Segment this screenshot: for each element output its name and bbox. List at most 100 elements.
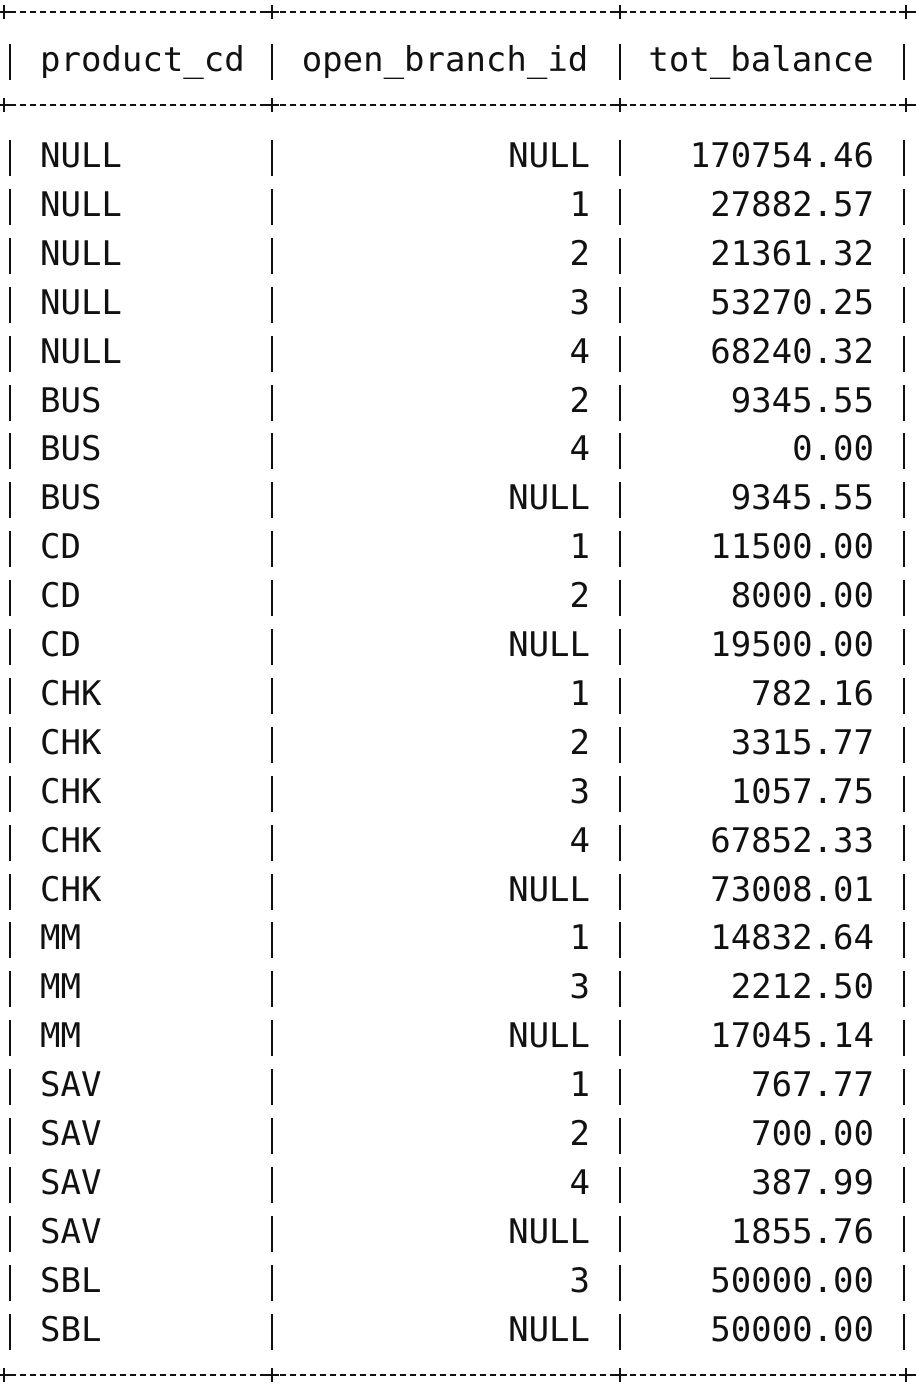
cell-open-branch-id: 2 — [569, 723, 590, 763]
table-row: CHK 3 1057.75 — [0, 768, 916, 817]
table-row: SAV 2 700.00 — [0, 1110, 916, 1159]
column-divider — [619, 1020, 621, 1056]
column-divider — [903, 140, 905, 176]
column-divider — [903, 1265, 905, 1301]
cell-open-branch-id: 4 — [569, 429, 590, 469]
cell-open-branch-id: 3 — [569, 967, 590, 1007]
column-divider — [903, 482, 905, 518]
cell-tot-balance: 387.99 — [751, 1163, 874, 1203]
cell-tot-balance: 0.00 — [792, 429, 874, 469]
cell-open-branch-id: 1 — [569, 185, 590, 225]
cell-open-branch-id: NULL — [508, 136, 590, 176]
cell-product-cd: CHK — [40, 772, 102, 812]
cell-product-cd: NULL — [40, 136, 122, 176]
cell-product-cd: NULL — [40, 185, 122, 225]
border-corner — [899, 5, 913, 19]
cell-open-branch-id: 1 — [569, 918, 590, 958]
cell-product-cd: BUS — [40, 381, 102, 421]
column-divider — [903, 727, 905, 763]
column-divider — [9, 580, 11, 616]
column-divider — [903, 336, 905, 372]
column-divider — [619, 433, 621, 469]
column-divider — [903, 1118, 905, 1154]
column-divider — [619, 727, 621, 763]
cell-tot-balance: 11500.00 — [710, 527, 874, 567]
cell-product-cd: NULL — [40, 234, 122, 274]
column-divider — [619, 580, 621, 616]
column-divider — [9, 727, 11, 763]
cell-tot-balance: 14832.64 — [710, 918, 874, 958]
column-divider — [619, 678, 621, 714]
cell-open-branch-id: 3 — [569, 283, 590, 323]
column-divider — [619, 629, 621, 665]
column-divider — [619, 1167, 621, 1203]
column-divider — [9, 1265, 11, 1301]
cell-product-cd: SBL — [40, 1261, 102, 1301]
column-divider — [619, 971, 621, 1007]
column-divider — [9, 678, 11, 714]
cell-open-branch-id: NULL — [508, 478, 590, 518]
column-divider — [9, 433, 11, 469]
column-divider — [271, 580, 273, 616]
table-border-top — [0, 11, 916, 13]
column-divider — [619, 1216, 621, 1252]
column-divider — [619, 1069, 621, 1105]
column-divider — [903, 189, 905, 225]
table-row: NULL 1 27882.57 — [0, 181, 916, 230]
cell-product-cd: MM — [40, 918, 81, 958]
column-divider — [9, 1314, 11, 1350]
column-divider — [9, 482, 11, 518]
cell-open-branch-id: NULL — [508, 1016, 590, 1056]
column-divider — [271, 385, 273, 421]
column-divider — [903, 971, 905, 1007]
table-row: SAV 1 767.77 — [0, 1061, 916, 1110]
column-divider — [903, 1167, 905, 1203]
column-divider — [271, 922, 273, 958]
table-row: CHK 1 782.16 — [0, 670, 916, 719]
table-row: CHK 4 67852.33 — [0, 817, 916, 866]
header-separator — [0, 104, 916, 106]
column-divider — [9, 971, 11, 1007]
table-row: MM 1 14832.64 — [0, 914, 916, 963]
column-divider — [9, 825, 11, 861]
cell-product-cd: SBL — [40, 1310, 102, 1350]
cell-tot-balance: 17045.14 — [710, 1016, 874, 1056]
cell-tot-balance: 9345.55 — [730, 381, 874, 421]
table-row: CHK NULL 73008.01 — [0, 866, 916, 915]
column-divider — [903, 1069, 905, 1105]
table-row: BUS NULL 9345.55 — [0, 474, 916, 523]
column-divider — [9, 1020, 11, 1056]
column-divider — [903, 1020, 905, 1056]
column-divider — [271, 1069, 273, 1105]
column-divider — [619, 1314, 621, 1350]
column-divider — [9, 1216, 11, 1252]
table-border-bottom — [0, 1374, 916, 1376]
column-divider — [903, 433, 905, 469]
column-divider — [271, 825, 273, 861]
column-divider — [619, 531, 621, 567]
column-divider — [271, 531, 273, 567]
cell-open-branch-id: NULL — [508, 625, 590, 665]
table-row: CD 1 11500.00 — [0, 523, 916, 572]
cell-product-cd: CHK — [40, 821, 102, 861]
cell-tot-balance: 767.77 — [751, 1065, 874, 1105]
cell-product-cd: CD — [40, 625, 81, 665]
cell-tot-balance: 19500.00 — [710, 625, 874, 665]
column-divider — [271, 678, 273, 714]
table-row: NULL 4 68240.32 — [0, 328, 916, 377]
column-header-product-cd: product_cd — [40, 40, 245, 80]
table-row: SBL 3 50000.00 — [0, 1257, 916, 1306]
column-divider — [903, 385, 905, 421]
column-divider — [9, 629, 11, 665]
column-divider — [619, 385, 621, 421]
cell-product-cd: SAV — [40, 1212, 102, 1252]
column-divider — [9, 238, 11, 274]
column-divider — [619, 336, 621, 372]
column-divider — [9, 531, 11, 567]
column-divider — [271, 1020, 273, 1056]
column-divider — [903, 874, 905, 910]
column-divider — [903, 1314, 905, 1350]
border-junction — [613, 1368, 627, 1382]
cell-tot-balance: 170754.46 — [689, 136, 874, 176]
table-row: CD NULL 19500.00 — [0, 621, 916, 670]
